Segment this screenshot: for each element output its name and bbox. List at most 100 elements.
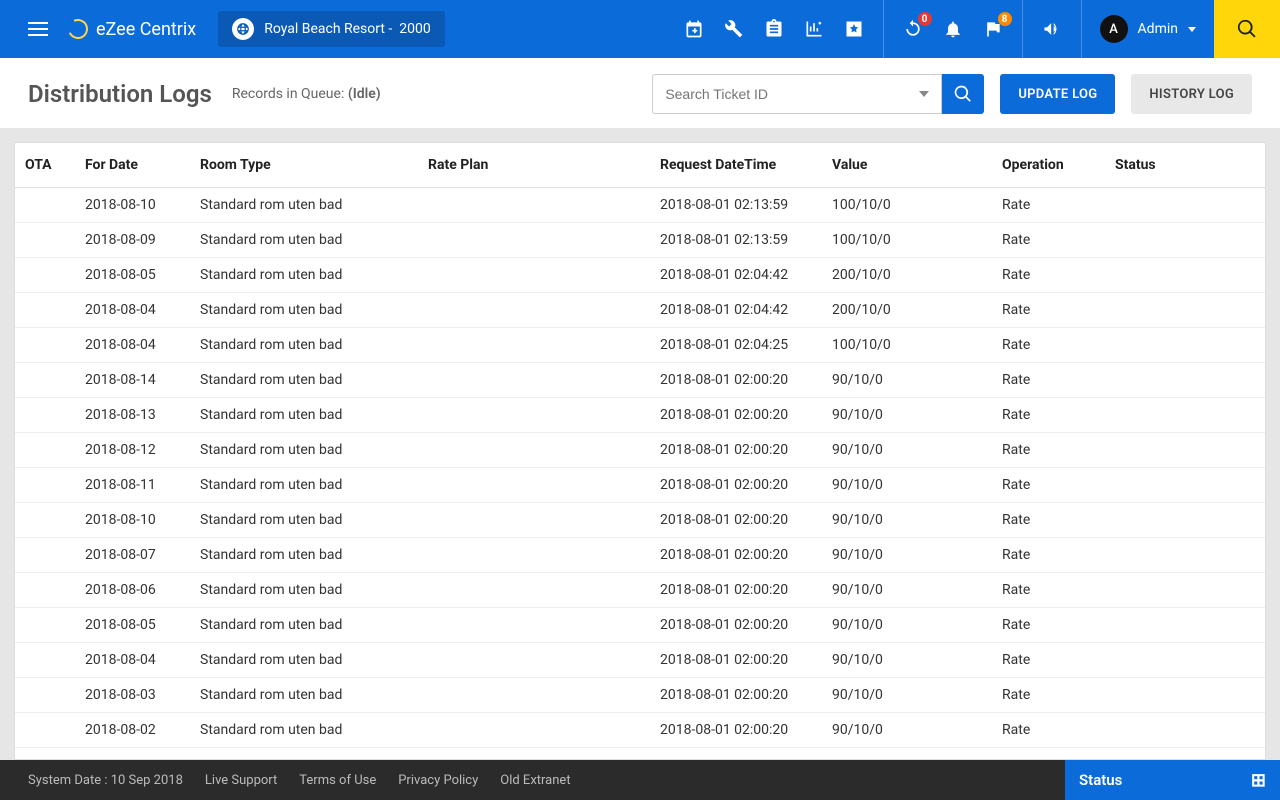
cell-operation: Rate [1002,617,1115,633]
table-row[interactable]: 2018-08-04Standard rom uten bad2018-08-0… [15,643,1265,678]
cell-room-type: Standard rom uten bad [200,407,428,423]
cell-for-date: 2018-08-12 [85,442,200,458]
property-selector[interactable]: Royal Beach Resort - 2000 [218,11,445,47]
cell-rate-plan [428,547,660,563]
bell-icon[interactable] [942,18,964,40]
cell-ota [25,372,85,388]
search-submit-button[interactable] [942,74,984,114]
cell-status [1115,722,1195,738]
table-row[interactable]: 2018-08-05Standard rom uten bad2018-08-0… [15,258,1265,293]
refresh-badge: 0 [918,12,932,26]
col-request-dt: Request DateTime [660,157,832,173]
logs-table: OTA For Date Room Type Rate Plan Request… [14,142,1266,760]
calendar-add-icon[interactable] [683,18,705,40]
table-row[interactable]: 2018-08-06Standard rom uten bad2018-08-0… [15,573,1265,608]
hamburger-icon [28,22,48,36]
cell-operation: Rate [1002,582,1115,598]
search-input[interactable] [665,86,919,102]
table-row[interactable]: 2018-08-14Standard rom uten bad2018-08-0… [15,363,1265,398]
footer-link-privacy[interactable]: Privacy Policy [398,773,478,788]
cell-room-type: Standard rom uten bad [200,617,428,633]
cell-rate-plan [428,617,660,633]
menu-button[interactable] [18,9,58,49]
flag-icon[interactable]: 8 [982,18,1004,40]
table-row[interactable]: 2018-08-12Standard rom uten bad2018-08-0… [15,433,1265,468]
table-body[interactable]: 2018-08-10Standard rom uten bad2018-08-0… [15,188,1265,759]
star-icon[interactable] [843,18,865,40]
footer-link-live-support[interactable]: Live Support [205,773,277,788]
table-row[interactable]: 2018-08-03Standard rom uten bad2018-08-0… [15,678,1265,713]
app-name: eZee Centrix [96,19,196,40]
cell-rate-plan [428,407,660,423]
cell-operation: Rate [1002,197,1115,213]
table-row[interactable]: 2018-08-13Standard rom uten bad2018-08-0… [15,398,1265,433]
cell-for-date: 2018-08-05 [85,267,200,283]
cell-for-date: 2018-08-05 [85,617,200,633]
tools-icon[interactable] [723,18,745,40]
cell-status [1115,407,1195,423]
cell-value: 90/10/0 [832,582,1002,598]
cell-request-dt: 2018-08-01 02:04:42 [660,302,832,318]
cell-for-date: 2018-08-02 [85,722,200,738]
user-name: Admin [1138,21,1178,37]
search-dropdown-caret[interactable] [919,91,929,97]
expand-icon: ⊞ [1251,770,1266,791]
table-row[interactable]: 2018-08-10Standard rom uten bad2018-08-0… [15,188,1265,223]
cell-rate-plan [428,722,660,738]
cell-ota [25,582,85,598]
update-log-button[interactable]: UPDATE LOG [1000,74,1115,114]
clipboard-icon[interactable] [763,18,785,40]
table-row[interactable]: 2018-08-07Standard rom uten bad2018-08-0… [15,538,1265,573]
cell-request-dt: 2018-08-01 02:00:20 [660,582,832,598]
table-zone: OTA For Date Room Type Rate Plan Request… [0,128,1280,760]
cell-request-dt: 2018-08-01 02:00:20 [660,407,832,423]
cell-room-type: Standard rom uten bad [200,652,428,668]
table-row[interactable]: 2018-08-09Standard rom uten bad2018-08-0… [15,223,1265,258]
footer-link-old-extranet[interactable]: Old Extranet [500,773,570,788]
user-menu[interactable]: A Admin [1081,0,1214,58]
cell-rate-plan [428,302,660,318]
cell-status [1115,477,1195,493]
cell-ota [25,407,85,423]
cell-value: 90/10/0 [832,477,1002,493]
megaphone-icon[interactable] [1041,18,1063,40]
cell-value: 200/10/0 [832,267,1002,283]
cell-for-date: 2018-08-10 [85,512,200,528]
footer-link-terms[interactable]: Terms of Use [299,773,376,788]
cell-status [1115,372,1195,388]
cell-ota [25,302,85,318]
cell-operation: Rate [1002,337,1115,353]
col-room-type: Room Type [200,157,428,173]
analytics-icon[interactable] [803,18,825,40]
cell-operation: Rate [1002,232,1115,248]
cell-value: 90/10/0 [832,722,1002,738]
cell-rate-plan [428,442,660,458]
cell-room-type: Standard rom uten bad [200,302,428,318]
app-logo[interactable]: eZee Centrix [68,19,196,40]
cell-status [1115,582,1195,598]
cell-status [1115,617,1195,633]
col-ota: OTA [25,157,85,173]
table-row[interactable]: 2018-08-10Standard rom uten bad2018-08-0… [15,503,1265,538]
table-row[interactable]: 2018-08-04Standard rom uten bad2018-08-0… [15,293,1265,328]
table-row[interactable]: 2018-08-02Standard rom uten bad2018-08-0… [15,713,1265,748]
logo-icon [65,16,91,42]
cell-status [1115,337,1195,353]
queue-value: (Idle) [348,86,381,102]
cell-for-date: 2018-08-04 [85,337,200,353]
globe-icon [232,18,254,40]
cell-request-dt: 2018-08-01 02:00:20 [660,547,832,563]
refresh-icon[interactable]: 0 [902,18,924,40]
table-row[interactable]: 2018-08-04Standard rom uten bad2018-08-0… [15,328,1265,363]
global-search-button[interactable] [1214,0,1280,58]
cell-request-dt: 2018-08-01 02:04:42 [660,267,832,283]
table-row[interactable]: 2018-08-05Standard rom uten bad2018-08-0… [15,608,1265,643]
status-panel[interactable]: Status ⊞ [1065,760,1280,800]
col-for-date: For Date [85,157,200,173]
cell-for-date: 2018-08-14 [85,372,200,388]
cell-room-type: Standard rom uten bad [200,722,428,738]
cell-ota [25,232,85,248]
system-date: System Date : 10 Sep 2018 [28,773,183,788]
history-log-button[interactable]: HISTORY LOG [1131,74,1252,114]
table-row[interactable]: 2018-08-11Standard rom uten bad2018-08-0… [15,468,1265,503]
